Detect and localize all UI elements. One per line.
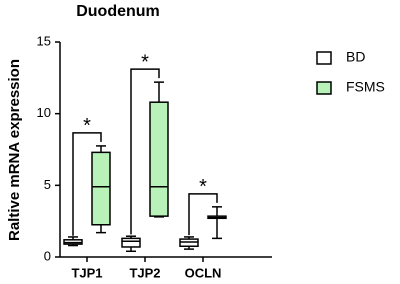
box: [121, 237, 141, 248]
legend-swatch: [316, 81, 332, 95]
legend-label: FSMS: [346, 79, 385, 95]
box: [91, 151, 111, 226]
significance-bracket: [72, 132, 102, 236]
y-tick-label: 15: [37, 33, 51, 48]
significance-label: *: [83, 115, 91, 137]
y-tick-label: 0: [44, 248, 51, 263]
significance-label: *: [199, 176, 207, 198]
legend-swatch: [316, 51, 332, 65]
y-tick-label: 5: [44, 177, 51, 192]
x-tick-label: TJP2: [129, 265, 160, 280]
significance-label: *: [141, 51, 149, 73]
x-tick-label: TJP1: [71, 265, 102, 280]
significance-bracket: [130, 68, 160, 235]
legend-label: BD: [346, 49, 365, 65]
y-axis-label: Raltive mRNA expression: [6, 59, 23, 241]
y-tick-label: 10: [37, 105, 51, 120]
x-tick-label: OCLN: [185, 265, 222, 280]
chart-title: Duodenum: [76, 3, 160, 20]
significance-bracket: [188, 193, 218, 236]
box: [149, 101, 169, 217]
